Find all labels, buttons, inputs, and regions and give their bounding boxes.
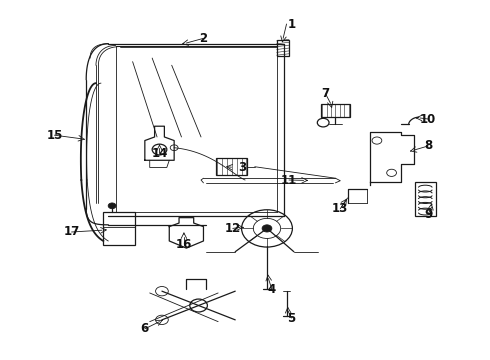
- Text: 1: 1: [287, 18, 295, 31]
- Text: 2: 2: [199, 32, 208, 45]
- Bar: [216, 158, 247, 175]
- Text: 6: 6: [141, 322, 149, 335]
- Bar: [415, 182, 436, 216]
- Text: 3: 3: [239, 161, 246, 174]
- Text: 5: 5: [287, 311, 295, 325]
- Text: 14: 14: [151, 147, 168, 159]
- Bar: [103, 212, 135, 244]
- Text: 4: 4: [268, 283, 276, 296]
- Circle shape: [262, 225, 272, 232]
- Bar: [277, 40, 289, 56]
- Text: 15: 15: [46, 129, 63, 142]
- Text: 10: 10: [420, 113, 437, 126]
- Text: 16: 16: [176, 238, 192, 251]
- Text: 9: 9: [424, 208, 432, 221]
- Text: 7: 7: [321, 87, 330, 100]
- Circle shape: [108, 203, 116, 209]
- Text: 17: 17: [63, 225, 80, 238]
- Text: 11: 11: [281, 174, 297, 186]
- Text: 12: 12: [224, 222, 241, 235]
- Bar: [321, 104, 350, 117]
- Text: 13: 13: [332, 202, 348, 215]
- Text: 8: 8: [424, 139, 432, 152]
